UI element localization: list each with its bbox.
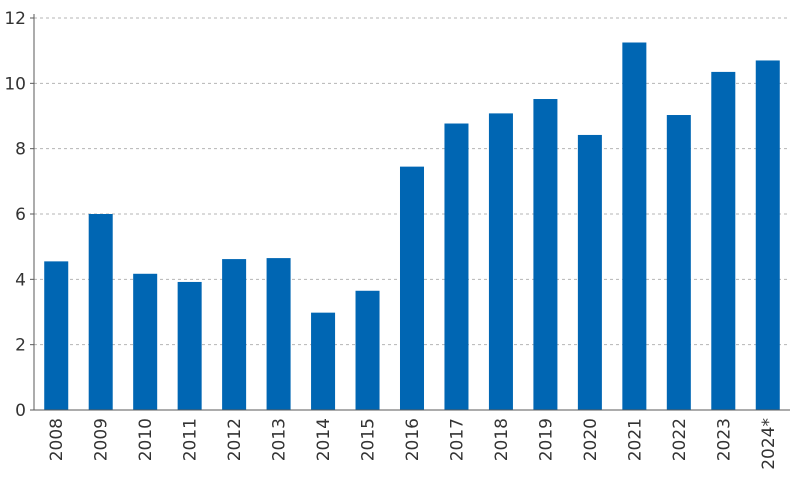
y-tick-label: 10: [4, 74, 26, 94]
bar-2024-star: [755, 60, 780, 410]
bar-2020: [577, 134, 602, 411]
bars: [44, 42, 780, 411]
x-tick-label: 2008: [47, 418, 67, 461]
y-tick-label: 6: [15, 205, 26, 225]
y-tick-label: 2: [15, 336, 26, 356]
x-tick-label: 2018: [492, 418, 512, 461]
x-tick-label: 2014: [314, 418, 334, 461]
x-tick-label: 2020: [581, 418, 601, 461]
y-tick-labels: 0 2 4 6 8 10 12: [4, 9, 26, 421]
bar-2011: [177, 281, 202, 410]
y-tick-label: 12: [4, 9, 26, 29]
bar-2012: [222, 259, 247, 410]
x-tick-labels: 2008 2009 2010 2011 2012 2013 2014 2015 2016 2017…: [47, 418, 779, 470]
bar-2013: [266, 258, 291, 410]
y-tick-label: 0: [15, 401, 26, 421]
x-tick-label: 2016: [403, 418, 423, 461]
axes: [30, 14, 790, 411]
bar-2008: [44, 261, 69, 410]
bar-2016: [399, 166, 425, 410]
bar-2009: [88, 214, 113, 410]
x-tick-label: 2023: [714, 418, 734, 461]
bar-2021: [622, 42, 647, 410]
x-tick-label: 2019: [536, 418, 556, 461]
x-tick-label: 2011: [181, 418, 201, 461]
x-tick-label: 2009: [92, 418, 112, 461]
x-tick-label: 2017: [447, 418, 467, 461]
bar-2010: [133, 273, 158, 410]
bar-2019: [533, 99, 558, 410]
bar-2017: [444, 123, 469, 410]
bar-2023: [711, 71, 736, 411]
x-tick-label: 2013: [270, 418, 290, 461]
y-tick-label: 4: [15, 270, 26, 290]
y-tick-label: 8: [15, 140, 26, 160]
bar-2018: [488, 113, 513, 411]
x-tick-label: 2021: [625, 418, 645, 461]
x-tick-label: 2015: [359, 418, 379, 461]
x-tick-label: 2012: [225, 418, 245, 461]
bar-2015: [355, 290, 380, 410]
bar-2014: [311, 312, 336, 410]
x-tick-label: 2024*: [759, 418, 779, 470]
x-tick-label: 2022: [670, 418, 690, 461]
bar-2022: [666, 115, 691, 411]
x-tick-label: 2010: [136, 418, 156, 461]
